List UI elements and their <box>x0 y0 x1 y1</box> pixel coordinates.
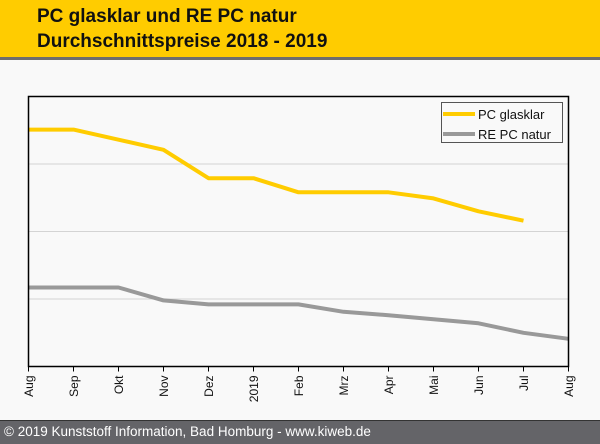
chart-title-line-1: PC glasklar und RE PC natur <box>37 6 297 27</box>
x-tick-label: Sep <box>67 375 81 397</box>
x-axis: Aug Sep Okt Nov Dez 2019 Feb Mrz Apr Mai Jun Jul Aug <box>22 366 576 402</box>
x-tick-label: Jun <box>472 376 486 395</box>
x-tick-label: Jul <box>517 376 531 391</box>
x-tick-label: Dez <box>202 376 216 397</box>
x-tick-label: Mai <box>427 376 441 395</box>
legend-label: PC glasklar <box>478 107 545 122</box>
x-tick-label: Aug <box>562 376 576 397</box>
gridlines <box>28 163 569 300</box>
x-tick-label: Nov <box>157 376 171 397</box>
legend: PC glasklar RE PC natur <box>441 102 563 143</box>
x-tick-label: Feb <box>292 375 306 396</box>
x-tick-label: Aug <box>22 376 36 397</box>
footer: © 2019 Kunststoff Information, Bad Hombu… <box>0 420 600 444</box>
x-tick-label: 2019 <box>247 375 261 402</box>
chart-title-line-2: Durchschnittspreise 2018 - 2019 <box>37 31 328 52</box>
copyright-text: © 2019 Kunststoff Information, Bad Hombu… <box>4 424 371 439</box>
series-line-pc-glasklar <box>28 127 524 223</box>
legend-label: RE PC natur <box>478 127 552 142</box>
chart-header: PC glasklar und RE PC natur Durchschnitt… <box>0 0 600 60</box>
x-tick-label: Okt <box>112 375 126 394</box>
series-lines <box>28 127 569 341</box>
x-tick-label: Apr <box>382 376 396 395</box>
x-tick-label: Mrz <box>337 376 351 396</box>
series-line-re-pc-natur <box>28 285 569 341</box>
